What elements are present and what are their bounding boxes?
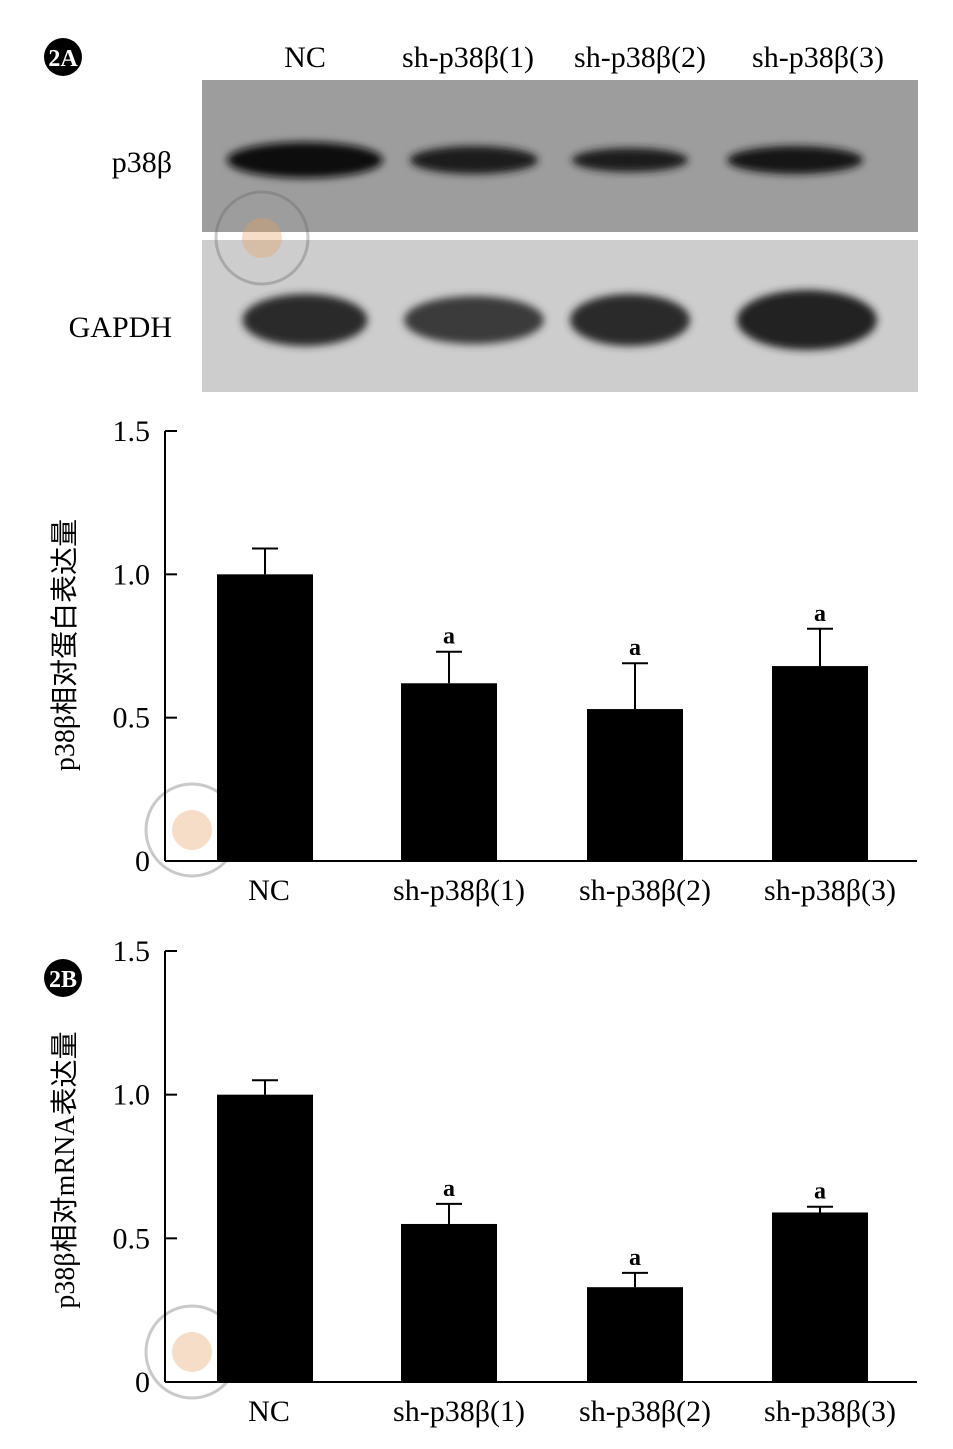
band-p38b [572,148,688,172]
significance-label: a [443,1176,455,1202]
band-gapdh [737,290,877,350]
bar [587,709,683,861]
category-label: sh-p38β(1) [393,874,525,907]
row-label-p38b: p38β [112,146,172,179]
bar [401,683,497,861]
significance-label: a [814,601,826,627]
panel-a-badge: 2A [44,38,82,76]
category-label: sh-p38β(1) [393,1395,525,1428]
y-tick-label: 0.5 [113,702,151,735]
bar-chart-1: 0 0.5 1.0 1.5 NC a sh-p38β(1) a sh-p38β(2) a sh-p3… [49,415,917,907]
y-tick-label: 1.0 [113,558,151,591]
band-p38b [410,146,538,174]
panel-b-badge: 2B [44,959,82,997]
significance-label: a [629,1245,641,1271]
category-label: sh-p38β(3) [764,1395,896,1428]
row-label-gapdh: GAPDH [69,311,172,344]
category-label: NC [248,874,290,907]
blot-bands [227,142,877,350]
y-tick-label: 1.0 [113,1079,151,1112]
bar [217,1094,313,1382]
category-label: sh-p38β(3) [764,874,896,907]
band-p38b [727,146,863,174]
lane-label: sh-p38β(1) [402,41,534,74]
category-label: sh-p38β(2) [579,1395,711,1428]
lane-labels: NC sh-p38β(1) sh-p38β(2) sh-p38β(3) [284,41,884,74]
y-tick-label: 1.5 [113,935,151,968]
lane-label: sh-p38β(3) [752,41,884,74]
category-label: NC [248,1395,290,1428]
svg-text:2B: 2B [49,967,77,993]
band-gapdh [570,294,690,346]
bar [587,1287,683,1382]
bar [401,1223,497,1382]
y-tick-label: 0 [135,845,150,878]
lane-label: NC [284,41,326,74]
bar [217,574,313,861]
bar [772,666,868,861]
band-p38b [227,142,383,178]
band-gapdh [404,296,544,344]
lane-label: sh-p38β(2) [574,41,706,74]
significance-label: a [443,624,455,650]
y-tick-label: 0 [135,1366,150,1399]
significance-label: a [814,1179,826,1205]
significance-label: a [629,635,641,661]
bar [772,1212,868,1382]
y-tick-label: 0.5 [113,1222,151,1255]
svg-text:2A: 2A [48,46,78,72]
y-axis-label: p38β相对蛋白表达量 [49,519,81,771]
y-axis-label: p38β相对mRNA表达量 [49,1031,81,1308]
band-gapdh [242,294,368,346]
y-tick-label: 1.5 [113,415,151,448]
category-label: sh-p38β(2) [579,874,711,907]
bar-chart-2: 0 0.5 1.0 1.5 NC a sh-p38β(1) a sh-p38β(2) a sh-p3… [49,935,917,1428]
